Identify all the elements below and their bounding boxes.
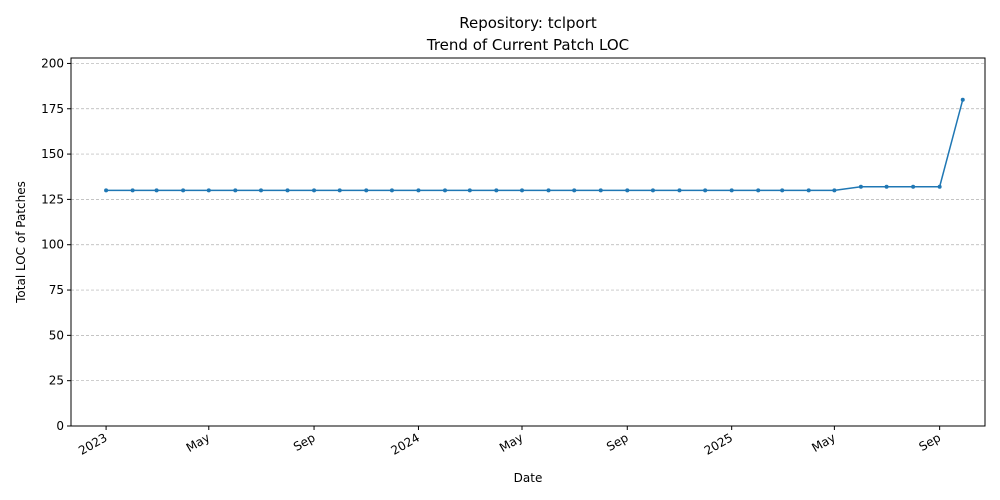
data-point — [729, 188, 734, 193]
data-point — [442, 188, 447, 193]
data-point — [206, 188, 211, 193]
x-tick-label: Sep — [917, 430, 944, 453]
x-tick-label: 2023 — [76, 430, 109, 457]
y-tick-label: 150 — [41, 147, 64, 161]
data-point — [832, 188, 837, 193]
y-tick-label: 0 — [56, 419, 64, 433]
data-point — [780, 188, 785, 193]
grid-layer — [71, 63, 985, 427]
data-point — [416, 188, 421, 193]
data-point — [104, 188, 109, 193]
chart-title: Repository: tclport — [459, 14, 597, 32]
y-tick-label: 200 — [41, 56, 64, 70]
data-point — [258, 188, 263, 193]
chart-subtitle: Trend of Current Patch LOC — [426, 36, 629, 54]
data-point — [130, 188, 135, 193]
data-point — [154, 188, 159, 193]
y-tick-label: 75 — [49, 283, 64, 297]
data-point — [703, 188, 708, 193]
x-tick-label: 2025 — [702, 430, 735, 457]
x-axis-label: Date — [514, 471, 543, 485]
data-point — [572, 188, 577, 193]
data-point — [312, 188, 317, 193]
plot-frame — [70, 57, 986, 427]
data-point — [467, 188, 472, 193]
y-tick-label: 125 — [41, 192, 64, 206]
data-point — [337, 188, 342, 193]
data-point — [285, 188, 290, 193]
data-point — [806, 188, 811, 193]
series-line — [106, 99, 964, 192]
x-tick-label: Sep — [604, 430, 631, 453]
data-point — [677, 188, 682, 193]
data-point — [911, 184, 916, 189]
series-layer — [104, 97, 965, 193]
data-point — [546, 188, 551, 193]
x-tick-label: May — [184, 430, 212, 455]
data-point — [960, 97, 965, 102]
data-point — [756, 188, 761, 193]
data-point — [181, 188, 186, 193]
data-point — [494, 188, 499, 193]
x-tick-label: Sep — [291, 430, 318, 453]
data-point — [364, 188, 369, 193]
y-tick-label: 50 — [49, 328, 64, 342]
axis-ticks: 0 25 50 75 100 125 150 175 200 2023 May Sep 2024 May S… — [41, 56, 943, 457]
data-point — [389, 188, 394, 193]
data-point — [520, 188, 525, 193]
y-tick-label: 100 — [41, 238, 64, 252]
data-point — [233, 188, 238, 193]
x-tick-label: May — [497, 430, 525, 455]
data-point — [937, 184, 942, 189]
y-axis-label: Total LOC of Patches — [14, 181, 28, 304]
data-point — [650, 188, 655, 193]
x-tick-label: 2024 — [389, 430, 422, 457]
data-point — [598, 188, 603, 193]
y-tick-label: 175 — [41, 102, 64, 116]
y-tick-label: 25 — [49, 374, 64, 388]
data-point — [625, 188, 630, 193]
data-point — [858, 184, 863, 189]
data-point — [884, 184, 889, 189]
x-tick-label: May — [809, 430, 837, 455]
